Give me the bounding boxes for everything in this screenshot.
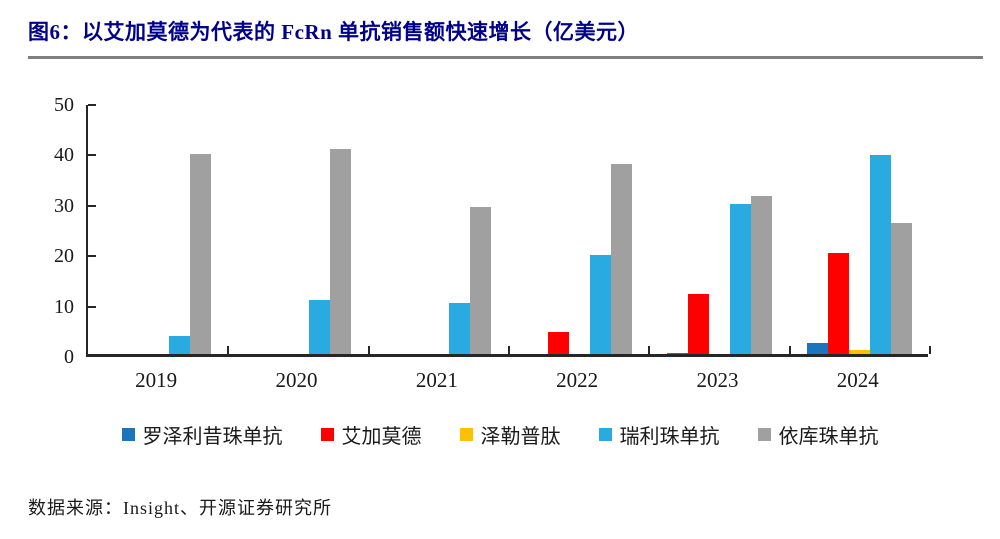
x-axis-category-label: 2020 bbox=[275, 368, 318, 392]
bar bbox=[870, 155, 892, 354]
legend-swatch-icon bbox=[757, 428, 771, 441]
bar bbox=[309, 300, 330, 354]
legend-label: 罗泽利昔珠单抗 bbox=[142, 426, 283, 448]
y-axis-tick bbox=[88, 204, 96, 207]
y-axis-tick-label: 50 bbox=[54, 94, 74, 116]
bar bbox=[189, 154, 211, 354]
x-axis-tick bbox=[788, 346, 791, 354]
y-axis-tick bbox=[88, 154, 96, 157]
legend-label: 泽勒普肽 bbox=[480, 426, 561, 448]
legend-label: 艾加莫德 bbox=[341, 426, 422, 448]
y-axis-tick-label: 10 bbox=[54, 295, 74, 318]
bar bbox=[168, 336, 190, 354]
y-axis-tick bbox=[88, 255, 96, 258]
legend-swatch-icon bbox=[598, 428, 612, 441]
legend-swatch-icon bbox=[459, 428, 473, 441]
x-axis-tick bbox=[648, 346, 651, 354]
bar bbox=[730, 204, 751, 354]
data-source: 数据来源：Insight、开源证券研究所 bbox=[28, 498, 332, 518]
legend-item: 艾加莫德 bbox=[320, 420, 422, 449]
bar-group-2024 bbox=[807, 155, 913, 354]
x-axis-category-label: 2024 bbox=[836, 368, 879, 392]
legend-swatch-icon bbox=[320, 428, 334, 441]
x-axis-tick bbox=[227, 346, 230, 354]
legend-item: 瑞利珠单抗 bbox=[598, 420, 720, 449]
x-axis-category-label: 2023 bbox=[696, 368, 739, 392]
y-axis-tick-label: 40 bbox=[54, 144, 74, 167]
legend-item: 依库珠单抗 bbox=[757, 420, 879, 449]
bar-group-2023 bbox=[667, 195, 772, 354]
bar bbox=[849, 349, 871, 354]
legend-item: 罗泽利昔珠单抗 bbox=[121, 420, 283, 449]
y-axis-tick bbox=[88, 104, 96, 106]
legend-swatch-icon bbox=[121, 428, 135, 441]
y-axis-tick bbox=[88, 305, 96, 308]
bar bbox=[330, 148, 351, 354]
bar bbox=[688, 293, 709, 354]
bar-group-2021 bbox=[386, 207, 492, 354]
bar bbox=[828, 253, 850, 354]
bar bbox=[667, 352, 688, 354]
x-axis-tick bbox=[367, 346, 370, 354]
bar-group-2020 bbox=[246, 148, 351, 354]
x-axis-tick bbox=[508, 346, 510, 354]
bar bbox=[449, 302, 471, 354]
bar bbox=[751, 195, 772, 354]
y-axis-tick-label: 0 bbox=[64, 346, 74, 368]
y-axis-tick-label: 20 bbox=[54, 245, 74, 268]
x-axis-labels: 2019 2020 2021 2022 2023 2024 bbox=[86, 368, 928, 393]
bar-group-2022 bbox=[527, 164, 632, 354]
figure-title: 图6：以艾加莫德为代表的 FcRn 单抗销售额快速增长（亿美元） bbox=[28, 20, 639, 44]
bar-chart-plot-area: 0 10 20 30 40 50 bbox=[54, 95, 931, 367]
y-axis-tick-label: 30 bbox=[54, 194, 74, 217]
bar bbox=[589, 255, 611, 354]
bar bbox=[470, 207, 492, 354]
x-axis-category-label: 2019 bbox=[135, 368, 178, 392]
legend-label: 瑞利珠单抗 bbox=[619, 426, 720, 448]
title-divider bbox=[28, 56, 983, 59]
bar-group-2019 bbox=[106, 154, 211, 354]
x-axis-category-label: 2021 bbox=[415, 368, 458, 392]
x-axis-category-label: 2022 bbox=[556, 368, 599, 392]
bar bbox=[610, 164, 632, 354]
bar bbox=[807, 343, 829, 354]
x-axis-tick bbox=[929, 346, 931, 354]
chart-legend: 罗泽利昔珠单抗 艾加莫德 泽勒普肽 瑞利珠单抗 依库珠单抗 bbox=[60, 420, 940, 449]
bar bbox=[891, 223, 913, 354]
legend-label: 依库珠单抗 bbox=[778, 426, 879, 448]
legend-item: 泽勒普肽 bbox=[459, 420, 561, 449]
bar bbox=[547, 332, 569, 354]
